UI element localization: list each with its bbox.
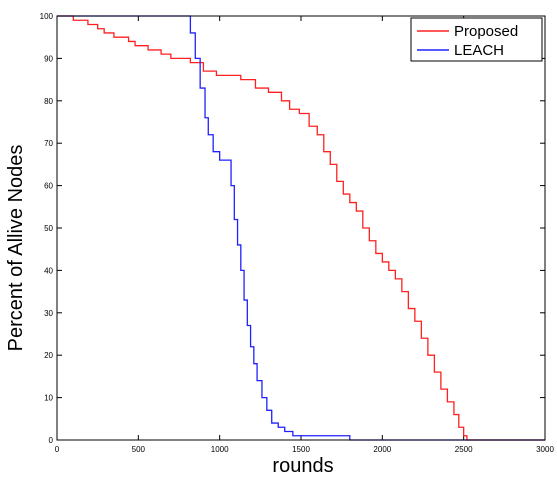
legend-label-proposed: Proposed (454, 23, 518, 40)
x-axis-title: rounds (272, 455, 333, 477)
series-line-leach (57, 15, 545, 441)
x-tick-label: 0 (55, 445, 60, 454)
y-tick-label: 80 (44, 97, 53, 106)
y-tick-label: 100 (40, 12, 54, 21)
y-tick-label: 60 (44, 182, 53, 191)
y-tick-label: 40 (44, 266, 53, 275)
y-tick-label: 70 (44, 139, 53, 148)
x-tick-label: 1500 (292, 445, 310, 454)
x-tick-label: 2000 (373, 445, 391, 454)
y-tick-label: 30 (44, 309, 53, 318)
legend: Proposed LEACH (410, 17, 543, 62)
y-tick-label: 20 (44, 351, 53, 360)
y-tick-label: 10 (44, 394, 53, 403)
legend-label-leach: LEACH (454, 42, 504, 59)
y-tick-label: 90 (44, 54, 53, 63)
x-tick-label: 2500 (455, 445, 473, 454)
x-tick-label: 500 (132, 445, 146, 454)
y-tick-label: 50 (44, 224, 53, 233)
plot-frame (56, 15, 546, 441)
y-axis-title: Percent of Allive Nodes (5, 145, 27, 352)
x-tick-label: 1000 (211, 445, 229, 454)
x-tick-label: 3000 (536, 445, 554, 454)
legend-box (410, 17, 543, 62)
y-tick-label: 0 (49, 436, 54, 445)
series-line-proposed (57, 15, 545, 441)
